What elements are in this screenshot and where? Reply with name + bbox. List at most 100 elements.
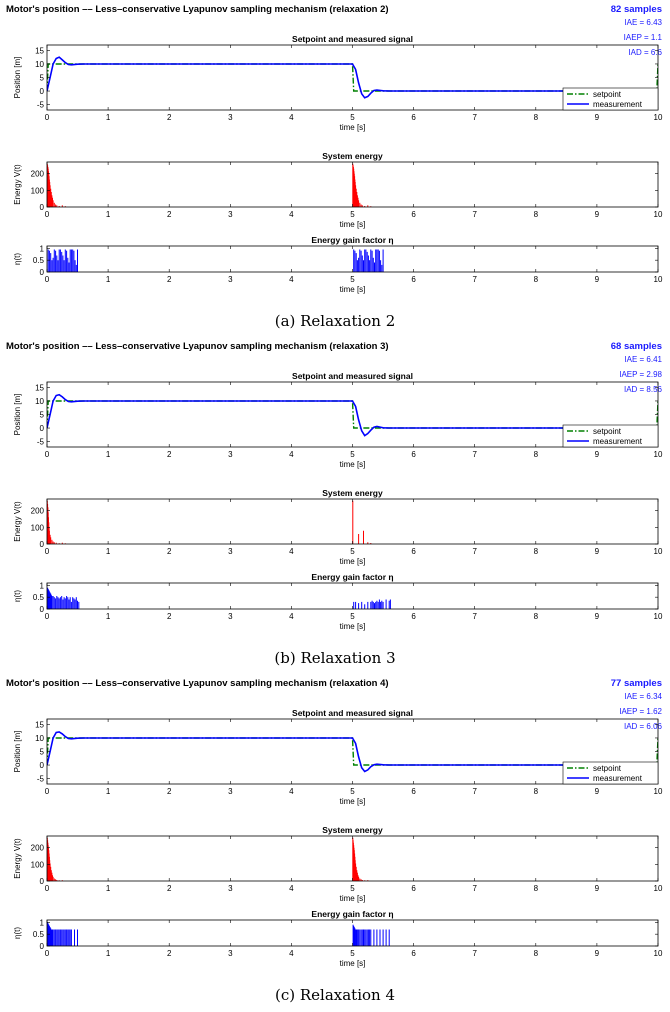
x-tick-label: 5	[350, 450, 355, 459]
axes-box	[46, 245, 659, 273]
x-tick-label: 2	[167, 547, 172, 556]
y-tick-label: -5	[37, 775, 45, 784]
y-tick-label: 10	[35, 734, 44, 743]
panel-title: Setpoint and measured signal	[292, 708, 413, 718]
x-tick-label: 2	[167, 787, 172, 796]
x-tick-label: 8	[534, 275, 539, 284]
plot-area	[47, 587, 391, 609]
y-axis-label: Energy V(t)	[13, 164, 22, 205]
samples-count: 82 samples	[611, 4, 662, 15]
axes-box	[46, 919, 659, 947]
x-tick-label: 1	[106, 450, 111, 459]
panel-title: Energy gain factor η	[311, 235, 393, 245]
x-tick-label: 0	[45, 949, 50, 958]
x-tick-label: 4	[289, 949, 294, 958]
y-axis-label: Position [m]	[13, 731, 22, 773]
x-tick-label: 10	[654, 210, 663, 219]
y-tick-label: 0	[40, 605, 45, 614]
figure-caption: (b) Relaxation 3	[274, 649, 396, 667]
x-tick-label: 5	[350, 275, 355, 284]
plot-area	[47, 731, 658, 773]
x-tick-label: 4	[289, 275, 294, 284]
y-tick-label: -5	[37, 101, 45, 110]
panel-title: Setpoint and measured signal	[292, 34, 413, 44]
x-tick-label: 7	[472, 787, 477, 796]
measurement-series-line	[47, 731, 658, 773]
figure-caption: (a) Relaxation 2	[274, 312, 396, 330]
plot-area	[47, 163, 372, 207]
x-axis-label: time [s]	[340, 123, 366, 132]
x-axis-label: time [s]	[340, 460, 366, 469]
iae-value: IAE = 6.43	[624, 18, 662, 27]
samples-count: 77 samples	[611, 678, 662, 689]
x-tick-label: 3	[228, 113, 233, 122]
y-tick-label: 0	[40, 87, 45, 96]
y-tick-label: 0	[40, 203, 45, 212]
x-axis-label: time [s]	[340, 797, 366, 806]
x-tick-label: 4	[289, 210, 294, 219]
y-tick-label: 15	[35, 720, 44, 729]
x-axis-label: time [s]	[340, 622, 366, 631]
axes-box	[46, 582, 659, 610]
x-tick-label: 6	[411, 547, 416, 556]
y-axis-label: Energy V(t)	[13, 501, 22, 542]
plot-area	[47, 922, 390, 946]
x-tick-label: 2	[167, 450, 172, 459]
y-tick-label: 100	[31, 186, 45, 195]
x-tick-label: 1	[106, 787, 111, 796]
x-tick-label: 3	[228, 612, 233, 621]
panel-title: Setpoint and measured signal	[292, 371, 413, 381]
x-tick-label: 10	[654, 612, 663, 621]
x-tick-label: 6	[411, 612, 416, 621]
plot-area	[47, 393, 658, 437]
x-tick-label: 7	[472, 949, 477, 958]
x-tick-label: 1	[106, 949, 111, 958]
iad-value: IAD = 8.56	[624, 385, 663, 394]
iae-value: IAE = 6.41	[624, 355, 662, 364]
y-tick-label: 100	[31, 523, 45, 532]
x-tick-label: 9	[595, 884, 600, 893]
x-tick-label: 0	[45, 275, 50, 284]
x-axis-label: time [s]	[340, 285, 366, 294]
x-tick-label: 5	[350, 949, 355, 958]
figure-plots: Motor's position –– Less–conservative Ly…	[6, 341, 663, 631]
x-tick-label: 9	[595, 275, 600, 284]
x-tick-label: 2	[167, 612, 172, 621]
x-tick-label: 3	[228, 949, 233, 958]
y-tick-label: 0.5	[33, 256, 45, 265]
panel-2: Energy gain factor η 0 1 2 3 4 5 6 7 8 9 10 0 0.5 1 tim…	[13, 572, 663, 631]
x-tick-label: 8	[534, 884, 539, 893]
x-tick-label: 9	[595, 612, 600, 621]
y-tick-label: 1	[40, 581, 45, 590]
y-tick-label: 200	[31, 507, 45, 516]
y-tick-label: 0	[40, 540, 45, 549]
x-tick-label: 10	[654, 275, 663, 284]
panel-title: System energy	[322, 488, 383, 498]
y-tick-label: 200	[31, 170, 45, 179]
y-tick-label: -5	[37, 438, 45, 447]
x-tick-label: 5	[350, 210, 355, 219]
x-tick-label: 8	[534, 612, 539, 621]
y-axis-label: η(t)	[13, 253, 22, 265]
x-tick-label: 9	[595, 210, 600, 219]
x-tick-label: 2	[167, 884, 172, 893]
plot-area	[47, 249, 384, 272]
x-tick-label: 0	[45, 612, 50, 621]
y-axis-label: Position [m]	[13, 57, 22, 99]
x-tick-label: 3	[228, 450, 233, 459]
y-tick-label: 100	[31, 860, 45, 869]
x-tick-label: 7	[472, 210, 477, 219]
x-tick-label: 2	[167, 949, 172, 958]
y-axis-label: η(t)	[13, 927, 22, 939]
x-tick-label: 8	[534, 949, 539, 958]
legend-label-setpoint: setpoint	[593, 427, 622, 436]
figure-caption: (c) Relaxation 4	[274, 986, 395, 1004]
x-tick-label: 8	[534, 450, 539, 459]
legend-label-setpoint: setpoint	[593, 90, 622, 99]
x-tick-label: 0	[45, 210, 50, 219]
x-tick-label: 4	[289, 787, 294, 796]
